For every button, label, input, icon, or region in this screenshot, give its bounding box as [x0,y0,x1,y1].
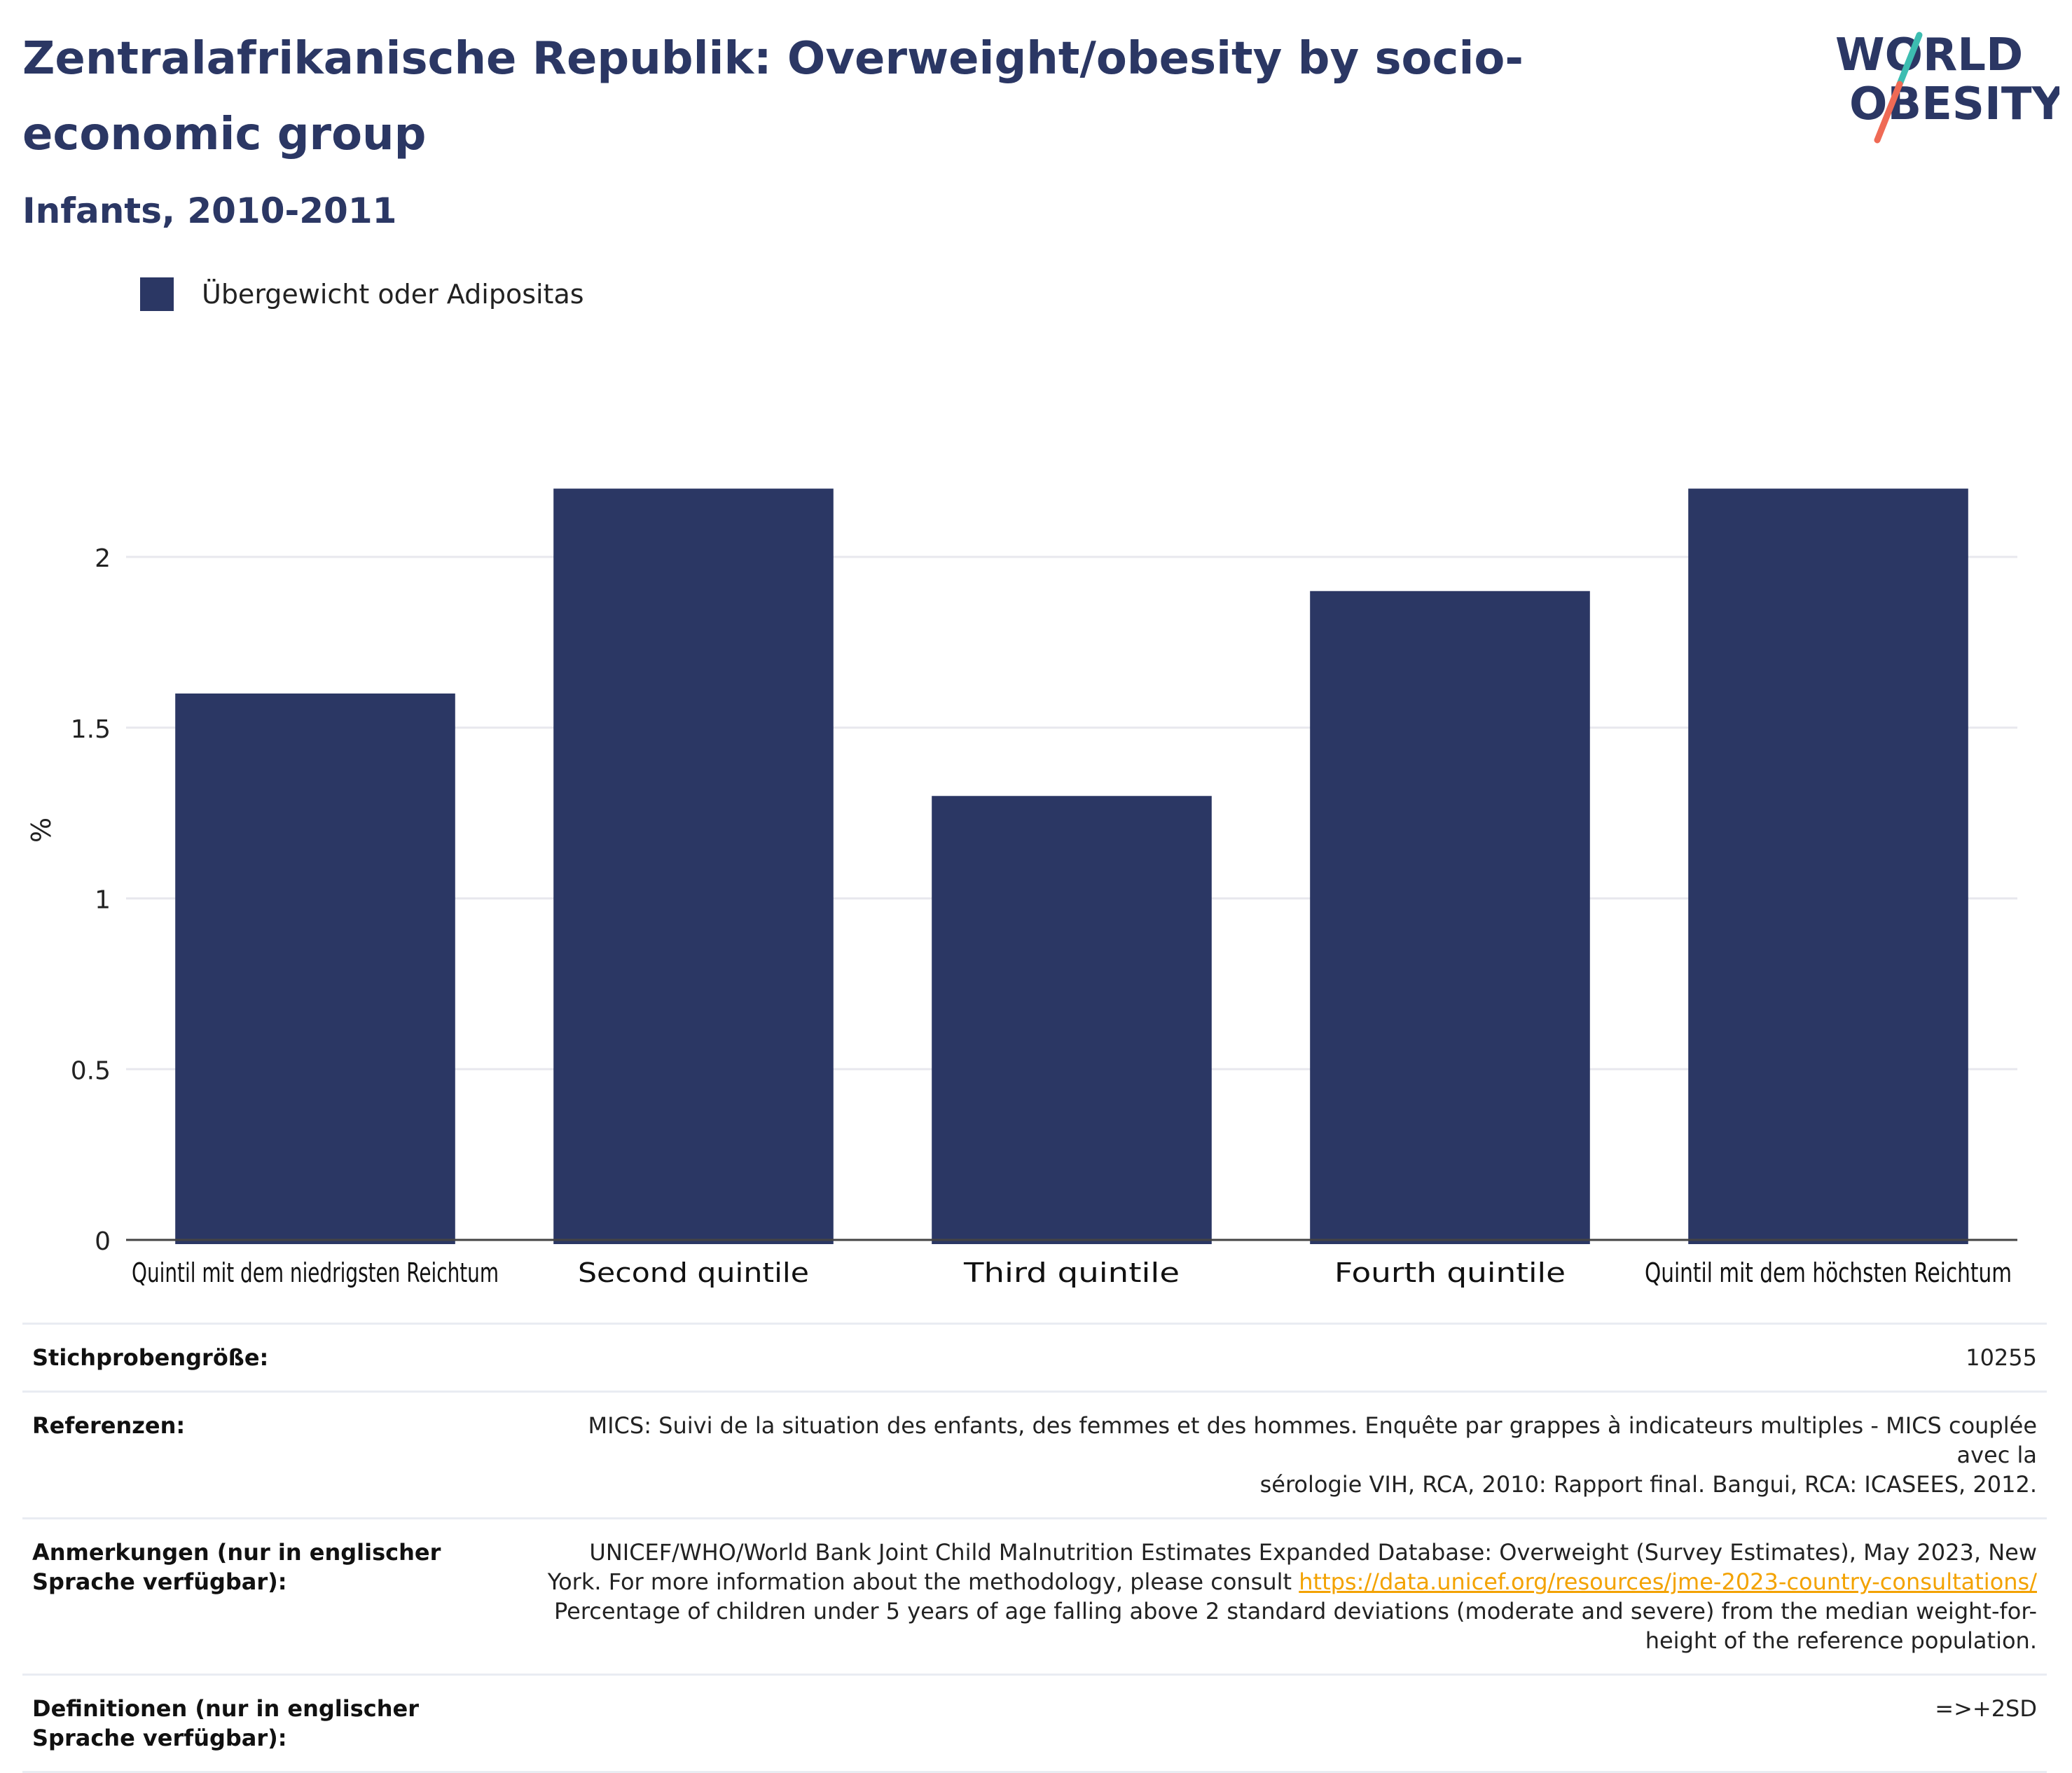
logo-slash-coral [1874,81,1903,144]
notes-line-4: height of the reference population. [1645,1627,2037,1654]
y-tick-label: 0 [95,1227,111,1256]
references-line-2: sérologie VIH, RCA, 2010: Rapport final.… [1259,1471,2037,1498]
references-value: MICS: Suivi de la situation des enfants,… [518,1391,2047,1519]
bar [1688,488,1968,1244]
legend-label: Übergewicht oder Adipositas [202,279,584,310]
definitions-label: Definitionen (nur in englischer Sprache … [22,1674,518,1773]
bar-layer [175,488,1968,1244]
x-tick-label: Fourth quintile [1334,1257,1566,1288]
y-axis-label: % [26,817,57,843]
bar [932,796,1212,1244]
references-label: Referenzen: [22,1391,518,1519]
notes-value: UNICEF/WHO/World Bank Joint Child Malnut… [518,1517,2047,1675]
sample-size-value: 10255 [518,1323,2047,1392]
x-tick-label: Second quintile [578,1257,809,1288]
sample-size-label: Stichprobengröße: [22,1323,518,1392]
legend-swatch [140,277,174,311]
x-tick-label: Quintil mit dem höchsten Reichtum [1645,1257,2012,1288]
chart-subtitle: Infants, 2010-2011 [22,191,397,231]
info-row-sample-size: Stichprobengröße: 10255 [22,1323,2047,1392]
notes-line-2: York. For more information about the met… [547,1568,1299,1595]
references-line-1: MICS: Suivi de la situation des enfants,… [588,1412,2038,1468]
x-tick-label: Third quintile [963,1257,1180,1288]
y-tick-label: 1.5 [71,715,111,744]
notes-label: Anmerkungen (nur in englischer Sprache v… [22,1517,518,1675]
logo-slash-teal [1896,32,1923,88]
chart-title: Zentralafrikanische Republik: Overweight… [22,33,1524,160]
axis-layer: 0 0.5 1 1.5 2% Quintil mit dem niedrigsten Re… [26,544,2017,1288]
world-obesity-logo: WORLD OBESITY [1835,29,2059,144]
bar [175,694,455,1244]
bar [1310,591,1590,1244]
bar-chart: 0 0.5 1 1.5 2% Quintil mit dem niedrigsten Re… [26,488,2017,1288]
methodology-link[interactable]: https://data.unicef.org/resources/jme-20… [1299,1568,2037,1595]
notes-line-1: UNICEF/WHO/World Bank Joint Child Malnut… [589,1539,2037,1566]
info-row-definitions: Definitionen (nur in englischer Sprache … [22,1674,2047,1773]
x-tick-label: Quintil mit dem niedrigsten Reichtum [132,1257,499,1288]
info-row-notes: Anmerkungen (nur in englischer Sprache v… [22,1517,2047,1675]
chart-legend: Übergewicht oder Adipositas [140,277,584,311]
logo-line-1: WORLD [1835,29,2023,81]
definitions-value: =>+2SD [518,1674,2047,1773]
notes-line-3: Percentage of children under 5 years of … [554,1598,2037,1624]
info-table: Stichprobengröße: 10255 Referenzen: MICS… [22,1323,2047,1773]
y-tick-label: 0.5 [71,1056,111,1085]
info-row-references: Referenzen: MICS: Suivi de la situation … [22,1391,2047,1519]
y-tick-label: 2 [95,544,111,573]
y-tick-label: 1 [95,886,111,915]
bar [553,488,834,1244]
